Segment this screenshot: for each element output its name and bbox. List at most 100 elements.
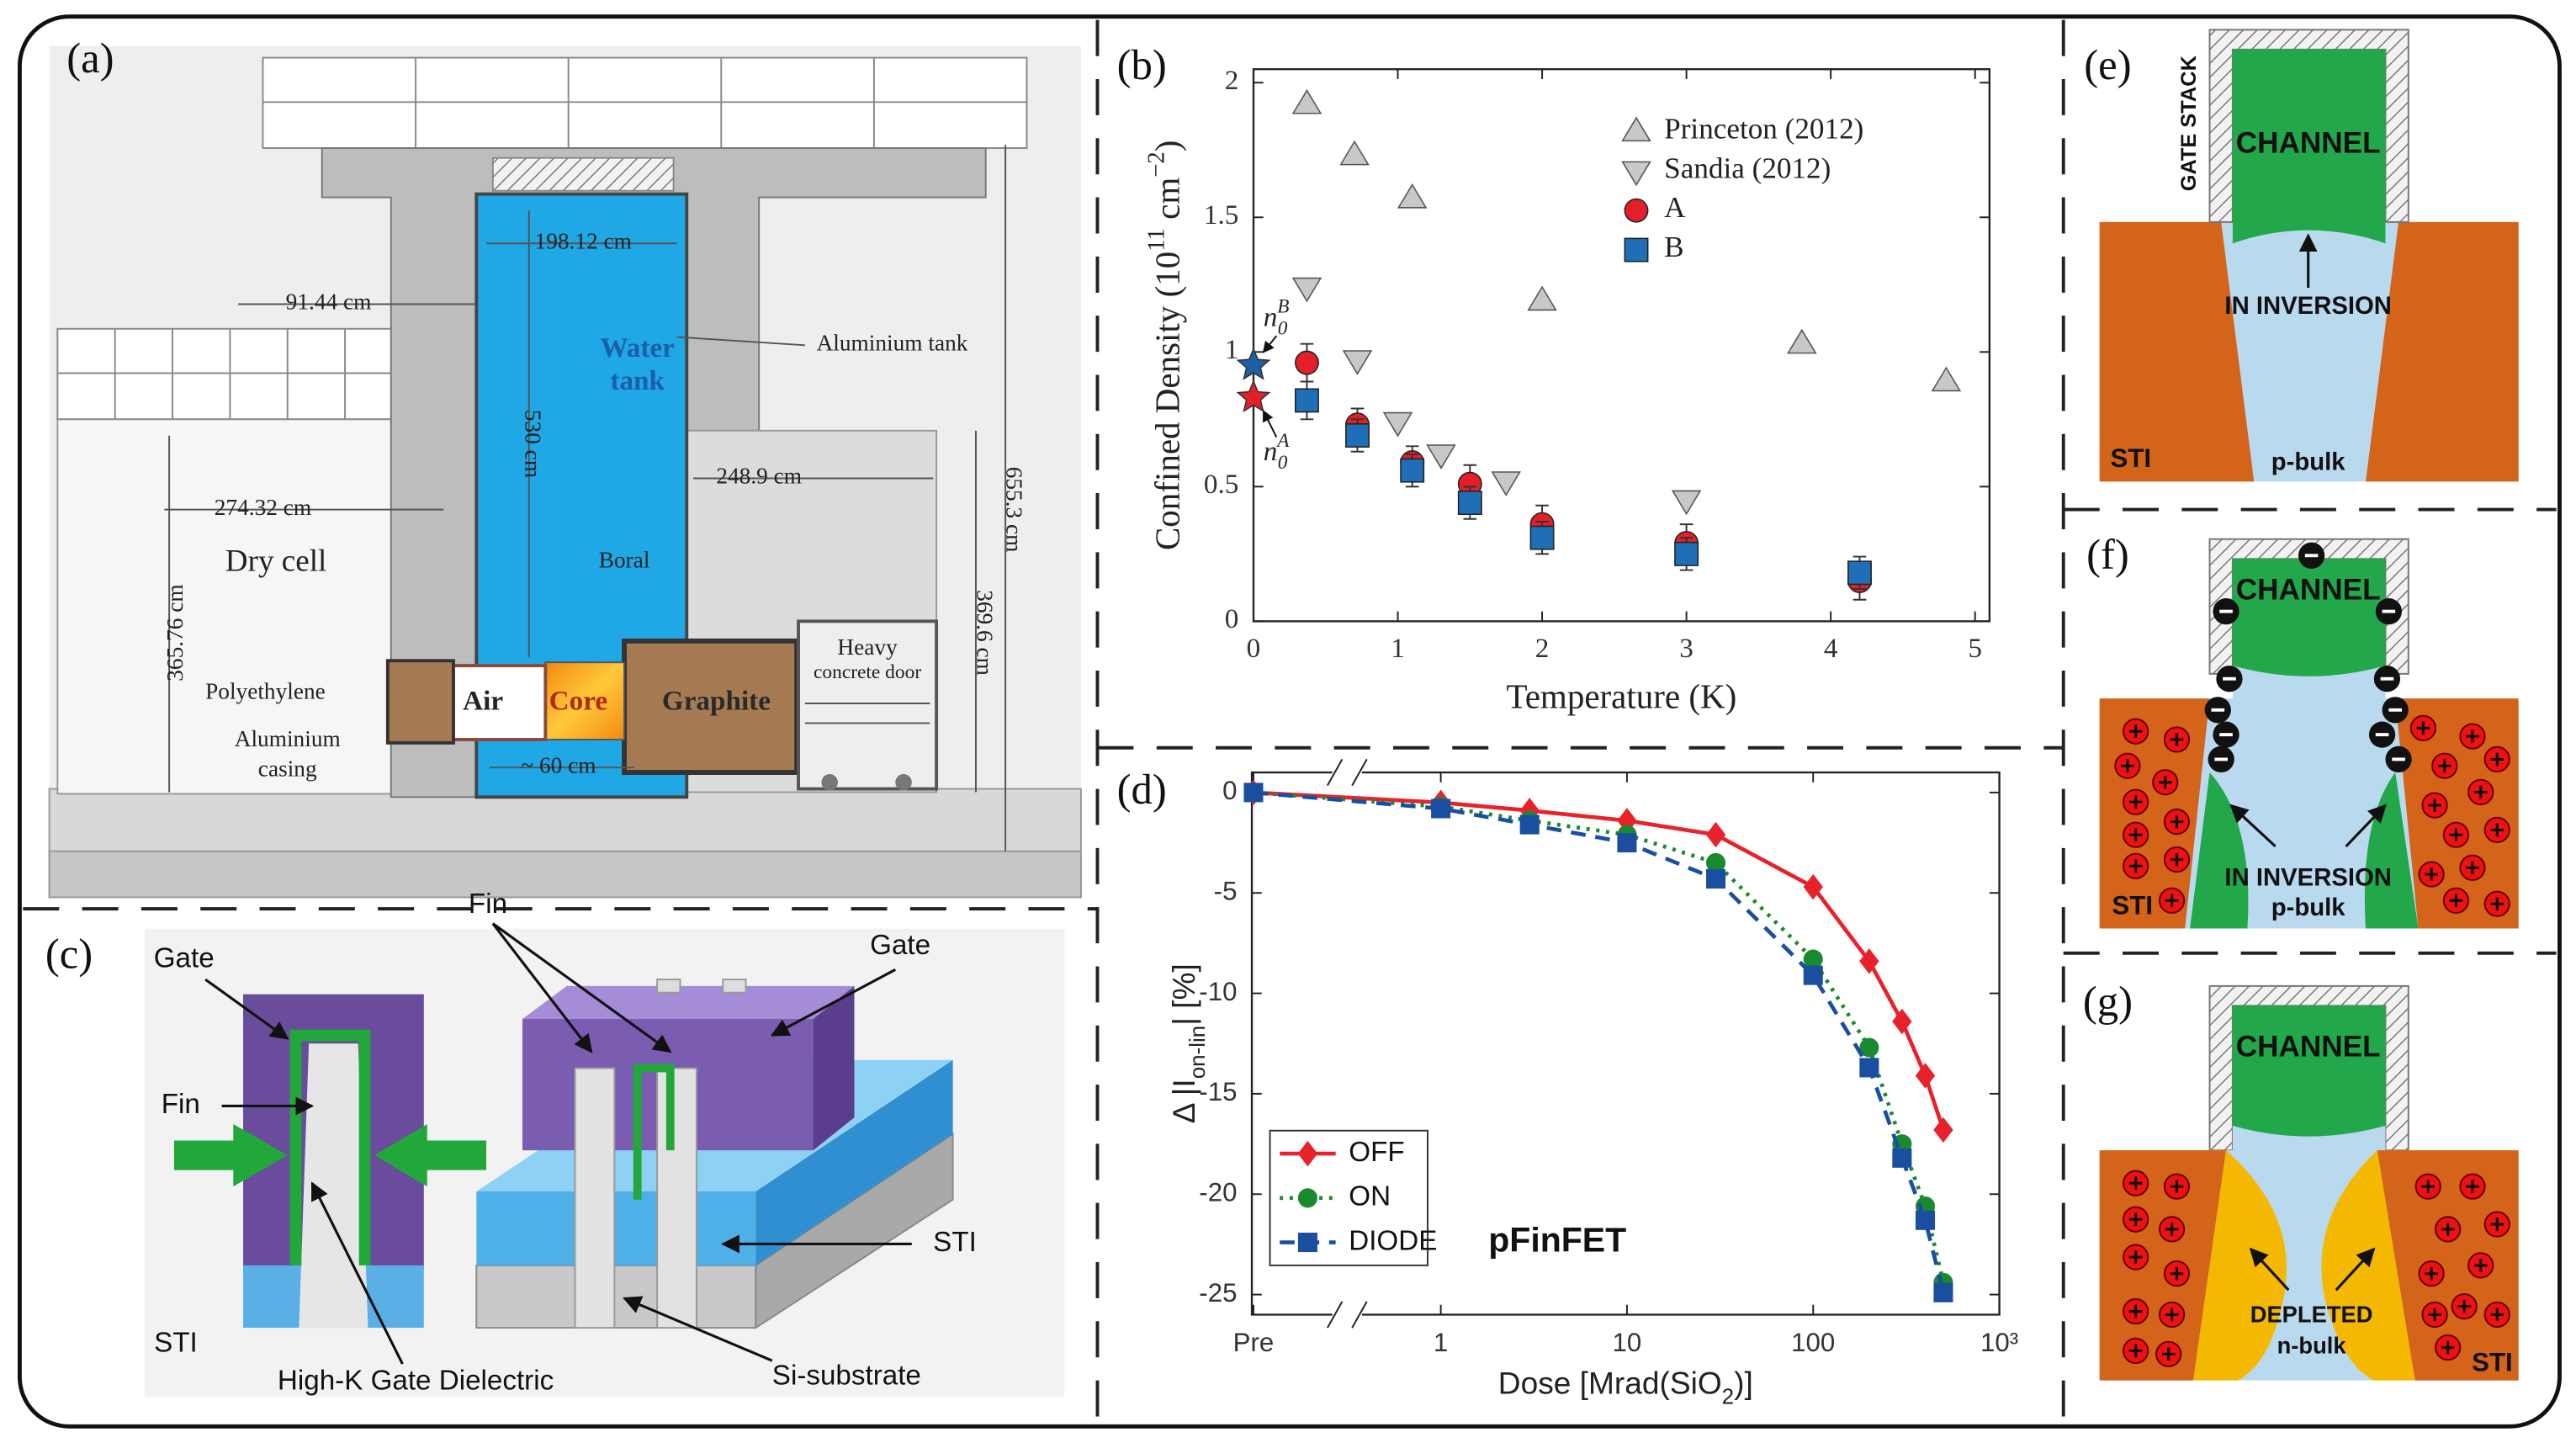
y-tick-label: 0.5 [1204, 469, 1238, 500]
y-tick-label: -10 [1199, 977, 1237, 1006]
marker [1892, 1148, 1912, 1168]
marker [1295, 350, 1319, 375]
marker [1915, 1210, 1936, 1230]
label: IN INVERSION [2224, 864, 2391, 892]
label: Core [549, 686, 607, 717]
x-tick-label: 4 [1824, 633, 1838, 664]
charge-sign [2128, 1344, 2143, 1358]
marker [1931, 366, 1962, 392]
axis-break [1332, 767, 1362, 777]
x-tick-label: 10 [1613, 1328, 1642, 1357]
marker [1624, 237, 1649, 263]
marker [1457, 491, 1482, 515]
charge-sign [2128, 1176, 2143, 1191]
marker [1342, 350, 1373, 375]
label: STI [2112, 890, 2153, 920]
label: p-bulk [2271, 448, 2346, 476]
charge-sign [2128, 795, 2143, 809]
y-tick-label: 2 [1225, 65, 1239, 96]
marker [1671, 490, 1702, 516]
y-tick-label: 1 [1225, 334, 1239, 365]
label: DEPLETED [2250, 1302, 2373, 1328]
charge-sign [2170, 852, 2184, 867]
label-part: B [1277, 296, 1289, 318]
marker [1527, 285, 1557, 311]
charge-sign [2490, 752, 2504, 767]
label: Fin [162, 1089, 200, 1120]
series-line [1253, 790, 1946, 1131]
label-part: ) [1148, 141, 1187, 152]
dimension: 655.3 cm [1002, 467, 1027, 553]
label-part: A [1275, 430, 1290, 452]
label-part: 11 [1142, 228, 1169, 252]
x-tick-label: 3 [1679, 633, 1693, 664]
label: IN INVERSION [2224, 292, 2391, 320]
axis-label: Confined Density (1011 cm−2) [1142, 141, 1187, 550]
marker [1382, 411, 1413, 438]
marker [1933, 1117, 1953, 1143]
charge-sign [2128, 724, 2143, 739]
marker [1803, 949, 1823, 969]
label: tank [610, 365, 665, 396]
charge-sign [2165, 1308, 2179, 1322]
x-tick-label: 0 [1247, 633, 1261, 664]
marker [1706, 869, 1726, 889]
marker [1297, 1233, 1317, 1253]
dimension: ~ 60 cm [521, 752, 596, 777]
label-part: 0 [1278, 452, 1288, 474]
dimension: 248.9 cm [716, 464, 802, 489]
panel-label: (d) [1117, 766, 1167, 813]
charge-sign [2437, 759, 2451, 773]
marker [1297, 1188, 1317, 1208]
dimension: 91.44 cm [286, 289, 372, 315]
label: n-bulk [2277, 1333, 2347, 1359]
charge-sign [2165, 894, 2179, 908]
charge-sign [2490, 1308, 2504, 1322]
label-part: 2 [1722, 1383, 1734, 1409]
marker [1291, 277, 1322, 303]
charge-sign [2128, 1304, 2143, 1318]
marker [1243, 783, 1264, 803]
label: STI [2472, 1347, 2513, 1377]
panel-g-drawing [2099, 984, 2519, 1381]
y-tick-label: -20 [1199, 1178, 1237, 1207]
label-part: )] [1734, 1365, 1753, 1400]
label: STI [154, 1327, 198, 1358]
marker [1674, 541, 1699, 566]
legend-label: ON [1349, 1181, 1391, 1212]
panel-label: (c) [45, 930, 93, 977]
marker [1529, 525, 1555, 550]
label-part: −2 [1142, 151, 1169, 178]
charge-sign [2473, 1259, 2488, 1272]
label-part: Dose [Mrad(SiO [1498, 1365, 1722, 1400]
marker [1236, 379, 1271, 413]
y-tick-label: -25 [1199, 1278, 1237, 1308]
label: Water [600, 332, 675, 363]
x-tick-label: Pre [1233, 1328, 1275, 1357]
label: p-bulk [2271, 894, 2346, 921]
x-tick-label: 1 [1434, 1328, 1448, 1357]
panel-c-drawing [144, 922, 1065, 1398]
marker [1491, 471, 1521, 496]
label: Polyethylene [205, 679, 326, 704]
label: STI [2110, 443, 2151, 473]
charge-sign [2457, 1299, 2472, 1313]
chart: -25 -20 -15 -10 -5 0 Pre 1 10 100 10³ Dose [Mrad(Si… [1166, 758, 2018, 1409]
label: GATE STACK [2177, 55, 2201, 191]
charge-sign [2490, 823, 2504, 837]
charge-sign [2428, 798, 2441, 812]
label-part: n [1264, 301, 1278, 332]
panel-f-labels: CHANNEL IN INVERSION p-bulk STI [2112, 574, 2391, 921]
marker [1847, 560, 1872, 586]
label: casing [258, 756, 317, 781]
chart: 0 0.5 1 1.5 2 0 1 2 3 4 5 Temperature (K) Confined D… [1142, 65, 1991, 716]
label: STI [933, 1227, 977, 1258]
axis-break [1332, 1309, 1362, 1320]
panel-a-labels: 91.44 cm 198.12 cm 530 cm 655.3 cm 274.3… [162, 228, 1026, 781]
marker [1621, 116, 1651, 142]
label: Fin [469, 889, 507, 920]
y-tick-label: 0 [1225, 603, 1239, 634]
marker [1803, 965, 1823, 985]
